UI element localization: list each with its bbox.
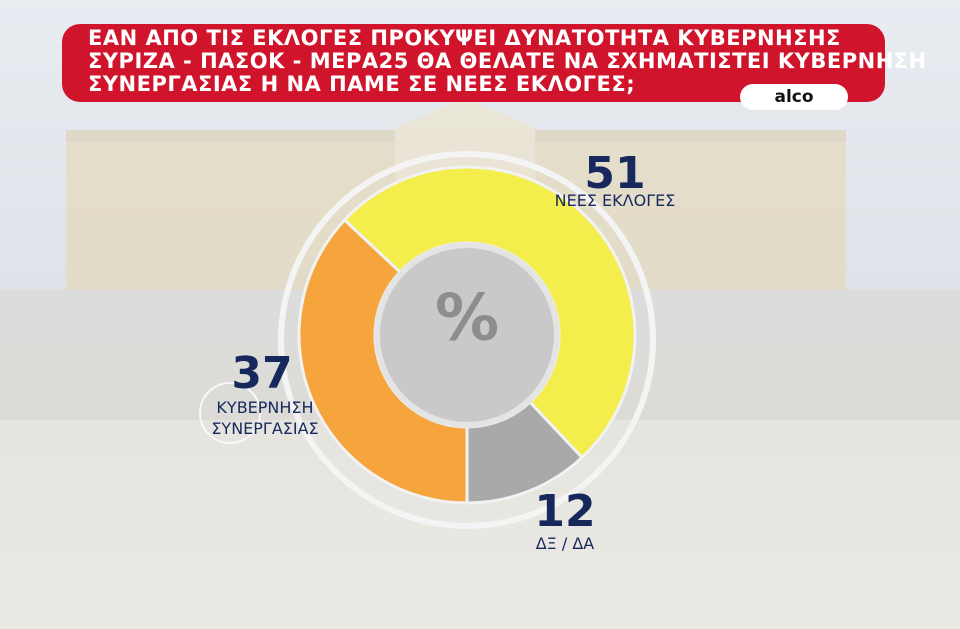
- outer-rim: [278, 151, 656, 529]
- category-label: ΔΞ / ΔΑ: [535, 534, 595, 553]
- center-disc: [374, 242, 560, 428]
- title-line: ΣΥΝΕΡΓΑΣΙΑΣ Η ΝΑ ΠΑΜΕ ΣΕ ΝΕΕΣ ΕΚΛΟΓΕΣ;: [88, 72, 636, 96]
- value-label: 37: [231, 348, 293, 399]
- category-label: ΚΥΒΕΡΝΗΣΗ ΣΥΝΕΡΓΑΣΙΑΣ: [211, 398, 319, 438]
- title-line: ΕΑΝ ΑΠΟ ΤΙΣ ΕΚΛΟΓΕΣ ΠΡΟΚΥΨΕΙ ΔΥΝΑΤΟΤΗΤΑ …: [88, 26, 841, 50]
- category-label: ΝΕΕΣ ΕΚΛΟΓΕΣ: [554, 191, 676, 210]
- value-label: 12: [534, 486, 596, 537]
- title-line: ΣΥΡΙΖΑ - ΠΑΣΟΚ - ΜΕΡΑ25 ΘΑ ΘΕΛΑΤΕ ΝΑ ΣΧΗ…: [88, 49, 927, 73]
- play-cursor: [199, 382, 261, 444]
- value-label: 51: [584, 148, 646, 199]
- center-label: %: [435, 282, 499, 356]
- source: alco: [740, 84, 848, 110]
